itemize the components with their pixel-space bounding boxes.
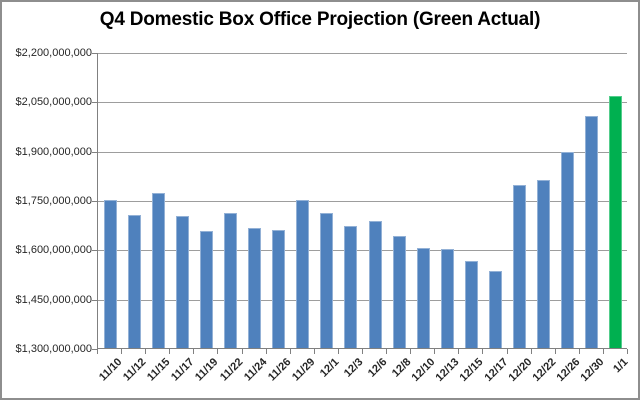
x-axis-tick bbox=[362, 349, 363, 354]
y-axis-tick bbox=[92, 201, 97, 202]
x-axis-tick bbox=[289, 349, 291, 354]
y-axis-tick bbox=[92, 299, 97, 301]
x-axis-tick bbox=[602, 349, 604, 354]
y-axis-tick bbox=[92, 349, 97, 350]
chart-title: Q4 Domestic Box Office Projection (Green… bbox=[99, 9, 541, 30]
x-axis-tick bbox=[145, 349, 147, 354]
x-axis-tick bbox=[506, 349, 508, 354]
bar bbox=[489, 271, 502, 348]
y-axis-tick bbox=[92, 102, 97, 104]
y-axis-tick bbox=[92, 151, 97, 153]
y-axis-label: $1,600,000,000 bbox=[15, 244, 92, 257]
gridline bbox=[98, 102, 627, 104]
x-axis-tick bbox=[530, 349, 532, 354]
actual-bar bbox=[609, 96, 623, 348]
bar bbox=[296, 200, 310, 348]
x-axis-tick bbox=[554, 349, 556, 354]
bar bbox=[368, 221, 382, 348]
y-axis-label: $1,450,000,000 bbox=[15, 293, 92, 306]
bar bbox=[199, 231, 213, 348]
bar bbox=[175, 216, 189, 348]
bar bbox=[464, 261, 478, 348]
bar bbox=[248, 228, 262, 348]
x-axis-tick bbox=[121, 349, 123, 354]
x-axis-tick bbox=[482, 349, 484, 354]
y-axis-label: $2,200,000,000 bbox=[15, 47, 92, 59]
x-axis-tick bbox=[169, 349, 171, 354]
bar bbox=[537, 180, 551, 348]
bar bbox=[416, 248, 430, 348]
gridline bbox=[98, 201, 627, 202]
bar bbox=[320, 213, 334, 348]
y-axis-tick bbox=[92, 53, 97, 54]
y-axis-label: $1,750,000,000 bbox=[15, 195, 92, 207]
gridline bbox=[98, 250, 627, 252]
x-axis-tick bbox=[410, 349, 412, 354]
x-axis-tick bbox=[193, 349, 195, 354]
bar bbox=[440, 249, 454, 348]
bar bbox=[585, 116, 599, 348]
x-axis-tick bbox=[241, 349, 243, 354]
bar bbox=[224, 213, 237, 348]
x-axis-tick bbox=[627, 349, 628, 354]
x-axis-tick bbox=[386, 349, 388, 354]
y-axis-tick bbox=[92, 250, 97, 252]
x-axis-tick bbox=[458, 349, 460, 354]
bar bbox=[151, 193, 165, 348]
x-axis-tick bbox=[97, 349, 98, 354]
bar bbox=[127, 215, 141, 348]
x-axis-tick bbox=[313, 349, 315, 354]
x-axis-tick bbox=[434, 349, 436, 354]
x-axis-tick bbox=[337, 349, 339, 354]
y-axis-label: $1,300,000,000 bbox=[15, 343, 92, 355]
gridline bbox=[98, 53, 627, 54]
bar bbox=[344, 226, 358, 348]
plot-area bbox=[97, 53, 627, 349]
bar bbox=[272, 230, 286, 348]
x-axis-tick bbox=[578, 349, 580, 354]
y-axis-label: $2,050,000,000 bbox=[15, 96, 92, 109]
gridline bbox=[98, 151, 627, 153]
gridline bbox=[98, 299, 627, 301]
bar bbox=[513, 185, 527, 348]
bar bbox=[103, 200, 117, 348]
y-axis-label: $1,900,000,000 bbox=[15, 145, 92, 158]
x-axis-tick bbox=[265, 349, 267, 354]
bar bbox=[392, 236, 406, 348]
x-axis-tick bbox=[217, 349, 219, 354]
bar bbox=[561, 152, 575, 348]
